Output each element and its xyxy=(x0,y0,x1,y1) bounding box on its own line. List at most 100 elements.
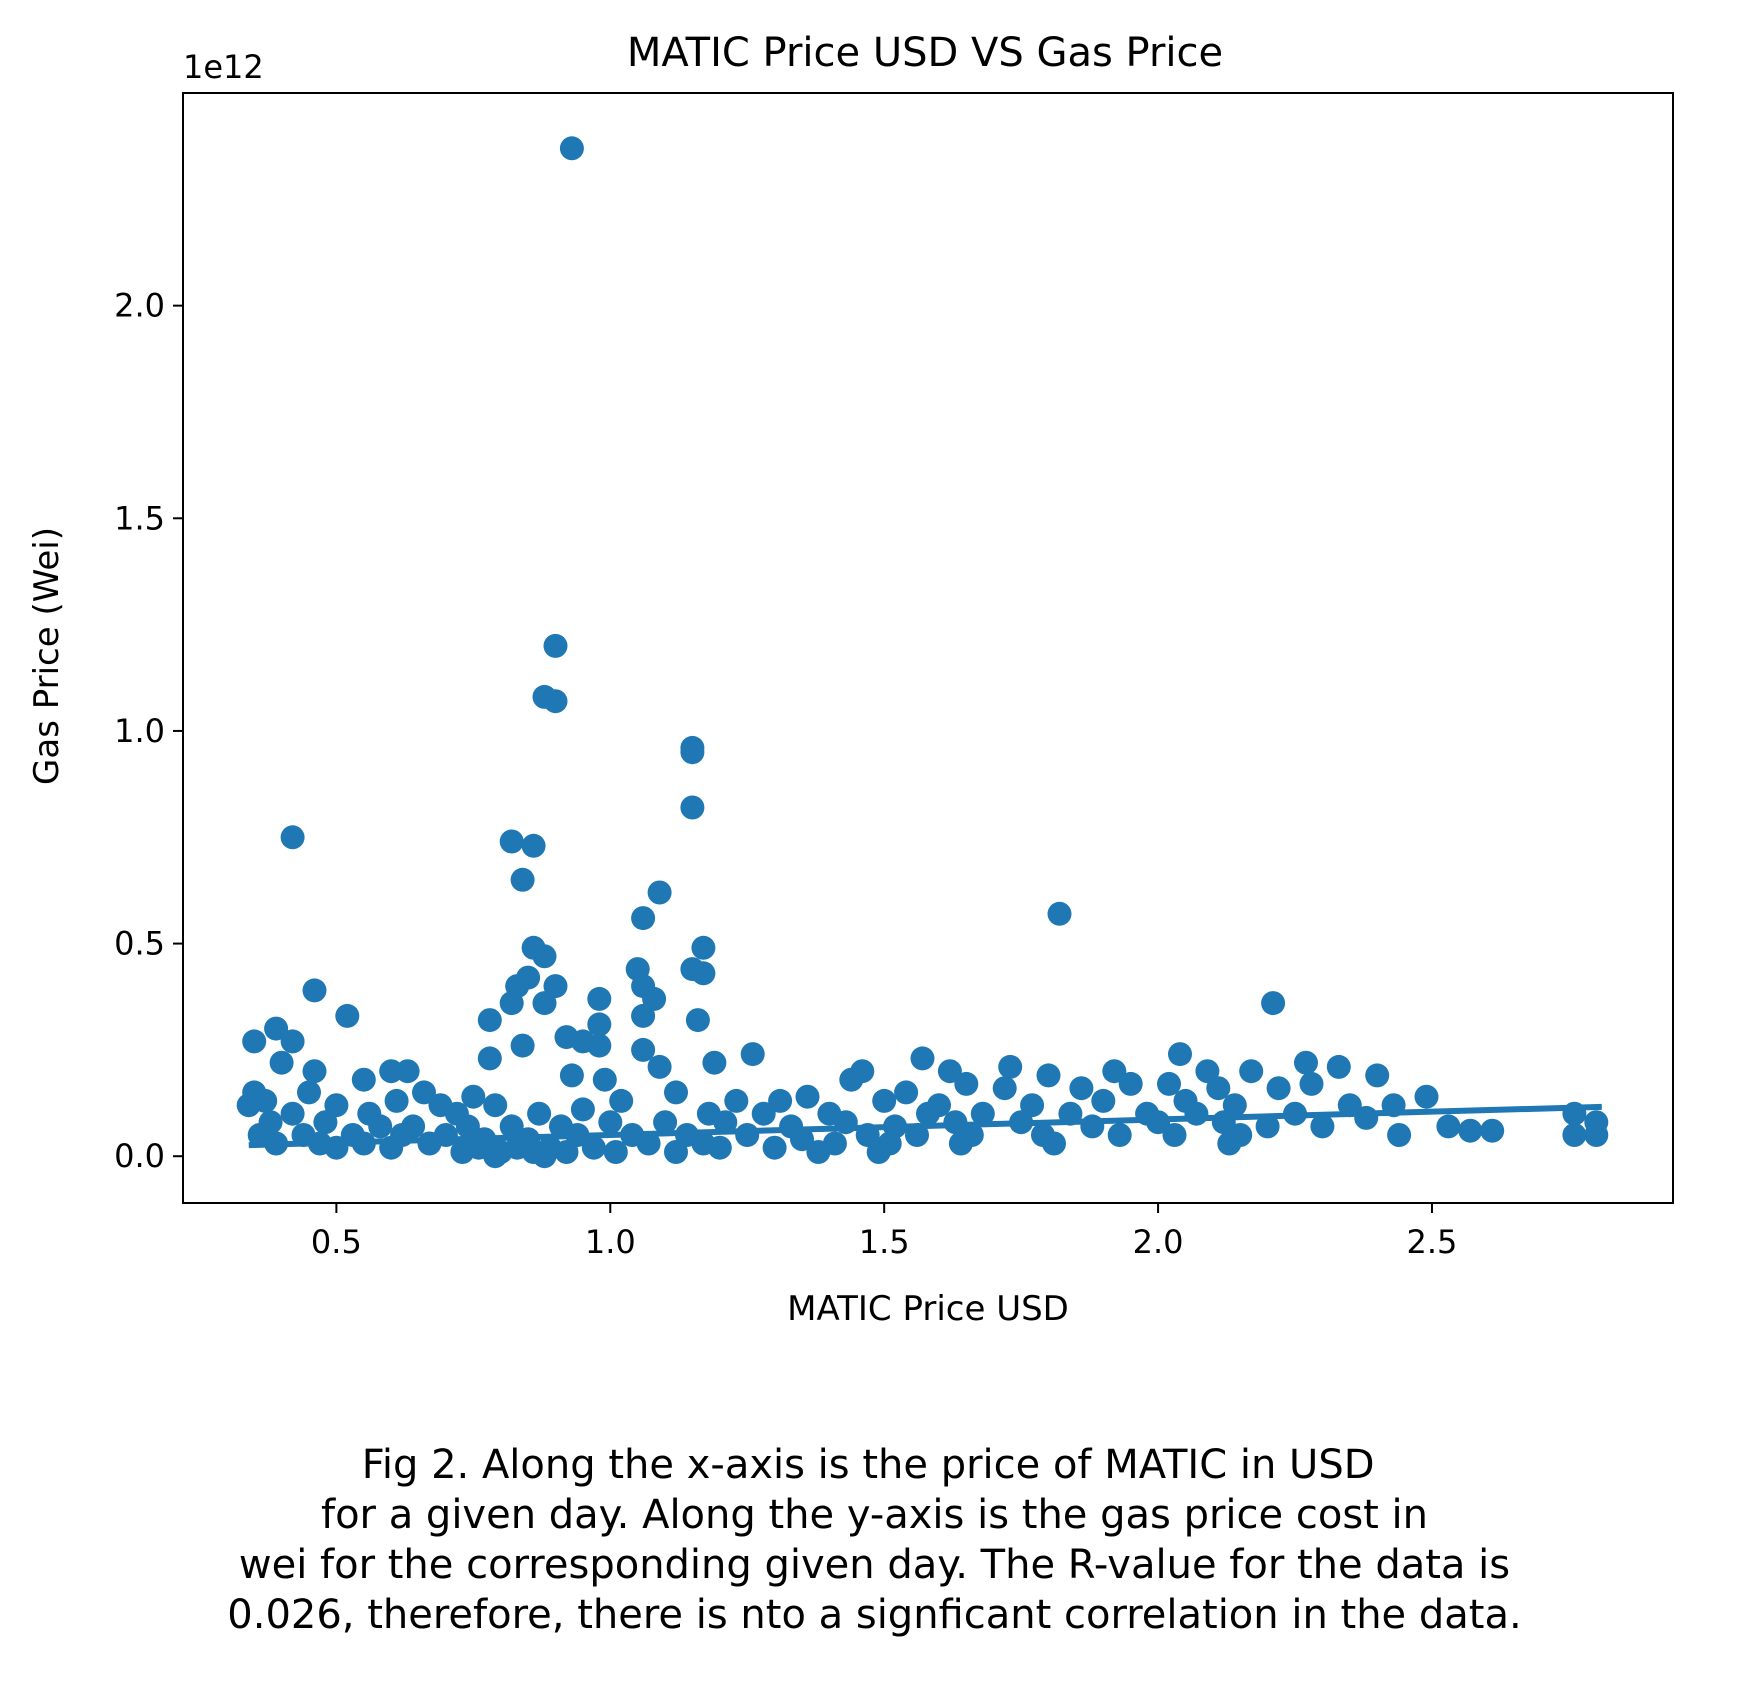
data-point xyxy=(1102,1059,1127,1084)
data-point xyxy=(379,1059,404,1084)
y-tick-label: 0.5 xyxy=(114,925,165,963)
data-point xyxy=(653,1110,678,1135)
data-point xyxy=(1069,1076,1094,1101)
data-point xyxy=(910,1046,935,1071)
data-point xyxy=(1480,1118,1505,1143)
data-point xyxy=(992,1076,1017,1101)
plot-area-frame xyxy=(182,92,1674,1204)
data-point xyxy=(302,978,327,1003)
data-point xyxy=(680,740,705,765)
data-point xyxy=(412,1080,436,1105)
data-point xyxy=(866,1140,891,1164)
data-point xyxy=(702,1050,727,1075)
data-point xyxy=(609,1088,634,1113)
data-point xyxy=(1162,1123,1187,1147)
data-point xyxy=(707,1135,732,1160)
data-point xyxy=(691,961,716,986)
data-point xyxy=(1222,1093,1247,1118)
data-point xyxy=(532,944,557,969)
data-point xyxy=(1294,1050,1318,1075)
data-point xyxy=(1195,1059,1220,1084)
data-point xyxy=(1326,1054,1351,1079)
caption-line: wei for the corresponding given day. The… xyxy=(238,1542,1511,1588)
data-point xyxy=(664,1080,688,1105)
data-point xyxy=(264,1016,289,1041)
data-point xyxy=(916,1101,940,1126)
data-point xyxy=(335,1003,360,1028)
x-tick-label: 0.5 xyxy=(311,1223,362,1261)
data-point xyxy=(543,689,568,714)
data-point xyxy=(269,1050,294,1075)
data-point xyxy=(998,1054,1023,1079)
y-tick-label: 1.5 xyxy=(114,499,165,537)
data-point xyxy=(532,991,557,1016)
data-point xyxy=(1042,1131,1066,1156)
data-point xyxy=(691,935,716,960)
regression-line xyxy=(248,1103,1602,1149)
data-point xyxy=(937,1059,962,1084)
data-point xyxy=(631,906,656,931)
data-point xyxy=(297,1080,321,1105)
data-point xyxy=(872,1088,897,1113)
data-point xyxy=(527,1101,552,1126)
data-point xyxy=(324,1093,349,1118)
data-point xyxy=(1107,1123,1132,1147)
x-axis-ticks: 0.5 1.0 1.5 2.0 2.5 xyxy=(311,1203,1457,1261)
data-point xyxy=(1365,1063,1390,1088)
x-tick-label: 1.5 xyxy=(859,1223,910,1261)
data-point xyxy=(664,1140,688,1164)
data-point xyxy=(302,1059,327,1084)
data-point xyxy=(587,986,612,1011)
data-point xyxy=(970,1101,995,1126)
data-point xyxy=(236,1093,261,1118)
data-point xyxy=(1266,1076,1291,1101)
data-point xyxy=(631,1003,656,1028)
data-point xyxy=(1310,1114,1335,1139)
data-point xyxy=(1206,1076,1231,1101)
data-points xyxy=(236,136,1609,1169)
caption-line: for a given day. Along the y-axis is the… xyxy=(320,1492,1429,1538)
data-point xyxy=(395,1059,420,1084)
data-point xyxy=(1184,1101,1209,1126)
data-point xyxy=(587,1033,612,1058)
data-point xyxy=(592,1067,617,1092)
data-point xyxy=(1020,1093,1045,1118)
data-point xyxy=(1354,1105,1379,1130)
data-point xyxy=(559,136,584,161)
data-point xyxy=(680,795,705,820)
data-point xyxy=(642,986,667,1011)
data-point xyxy=(795,1084,820,1109)
data-point xyxy=(1168,1042,1192,1067)
data-point xyxy=(455,1114,480,1139)
data-point xyxy=(806,1140,831,1164)
chart-title: MATIC Price USD VS Gas Price xyxy=(627,30,1223,76)
x-axis-label: MATIC Price USD xyxy=(787,1289,1069,1329)
data-point xyxy=(713,1110,738,1135)
data-point xyxy=(790,1127,814,1152)
data-point xyxy=(510,867,535,892)
data-point xyxy=(1047,901,1072,926)
caption-line: Fig 2. Along the x-axis is the price of … xyxy=(361,1442,1388,1488)
y-tick-label: 2.0 xyxy=(114,287,165,325)
data-point xyxy=(1387,1123,1412,1147)
data-point xyxy=(499,991,524,1016)
data-point xyxy=(1458,1118,1483,1143)
data-point xyxy=(554,1140,579,1164)
data-point xyxy=(483,1144,508,1169)
data-point xyxy=(280,1101,305,1126)
data-point xyxy=(450,1140,475,1164)
data-point xyxy=(636,1131,661,1156)
data-point xyxy=(417,1131,442,1156)
data-point xyxy=(477,1008,502,1033)
data-point xyxy=(1562,1123,1587,1147)
data-point xyxy=(740,1042,765,1067)
data-point xyxy=(499,829,524,854)
data-point xyxy=(1091,1088,1116,1113)
data-point xyxy=(954,1071,979,1096)
data-point xyxy=(768,1088,793,1113)
data-point xyxy=(532,1144,557,1169)
data-point xyxy=(724,1088,749,1113)
data-point xyxy=(751,1101,776,1126)
data-point xyxy=(570,1097,595,1122)
data-point xyxy=(735,1123,760,1147)
